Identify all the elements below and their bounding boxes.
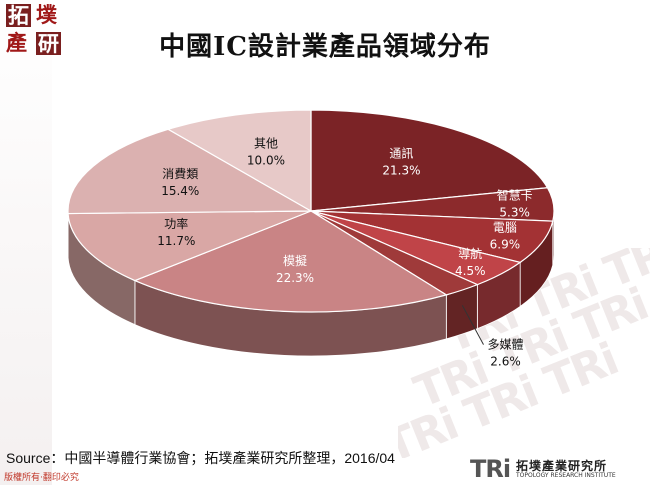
slice-label-功率: 功率 xyxy=(164,216,188,231)
pie-tops xyxy=(67,109,555,313)
slice-label-多媒體: 多媒體 xyxy=(488,338,524,352)
page-title: 中國IC設計業產品領域分布 xyxy=(159,32,491,62)
footer-brand: TRi 拓墣產業研究所 TOPOLOGY RESEARCH INSTITUTE xyxy=(470,455,640,483)
logo-char: 產 xyxy=(6,30,27,55)
slice-value-導航: 4.5% xyxy=(455,264,486,278)
left-decor-band xyxy=(0,0,52,485)
pie-slice-模擬 xyxy=(133,210,448,313)
slice-value-其他: 10.0% xyxy=(247,153,285,167)
slice-value-多媒體: 2.6% xyxy=(490,355,521,369)
pie-slice-通訊 xyxy=(310,109,549,212)
slice-value-功率: 11.7% xyxy=(157,234,195,248)
slice-label-導航: 導航 xyxy=(458,246,482,261)
brand-name-cn: 拓墣產業研究所 xyxy=(516,459,608,473)
tri-logo-icon: TRi xyxy=(470,455,511,483)
pie-slice-消費類 xyxy=(67,128,314,215)
slice-value-智慧卡: 5.3% xyxy=(499,205,530,219)
slice-label-其他: 其他 xyxy=(254,136,278,150)
pie-labels: 通訊 21.3% 智慧卡 5.3%電腦 6.9% 導航 4.5% 多媒體 2.6% 模擬 22.3%… xyxy=(157,136,532,368)
slice-label-模擬: 模擬 xyxy=(283,253,307,268)
pie-leaders xyxy=(461,305,484,345)
pie-slice-其他 xyxy=(166,109,312,213)
pie-slice-功率 xyxy=(67,210,312,282)
slice-label-電腦: 電腦 xyxy=(493,219,517,234)
pie-slice-電腦 xyxy=(310,210,554,264)
leader-line-多媒體 xyxy=(461,305,484,345)
topology-logo: 拓 墣 產 研 xyxy=(4,2,68,60)
slice-label-消費類: 消費類 xyxy=(162,166,198,181)
brand-name-en: TOPOLOGY RESEARCH INSTITUTE xyxy=(516,472,616,479)
slice-label-通訊: 通訊 xyxy=(389,145,413,160)
slice-value-消費類: 15.4% xyxy=(161,184,199,198)
pie-sides xyxy=(67,210,555,357)
slice-value-通訊: 21.3% xyxy=(382,163,420,177)
copyright-note: 版權所有‧翻印必究 xyxy=(4,473,79,483)
logo-char: 研 xyxy=(36,31,61,56)
slice-value-模擬: 22.3% xyxy=(276,271,314,285)
logo-char: 墣 xyxy=(36,2,57,27)
slice-value-電腦: 6.9% xyxy=(490,237,521,251)
logo-char: 拓 xyxy=(6,3,31,28)
source-note: Source：中國半導體行業協會；拓墣產業研究所整理，2016/04 xyxy=(6,450,395,466)
slice-label-智慧卡: 智慧卡 xyxy=(497,187,533,202)
